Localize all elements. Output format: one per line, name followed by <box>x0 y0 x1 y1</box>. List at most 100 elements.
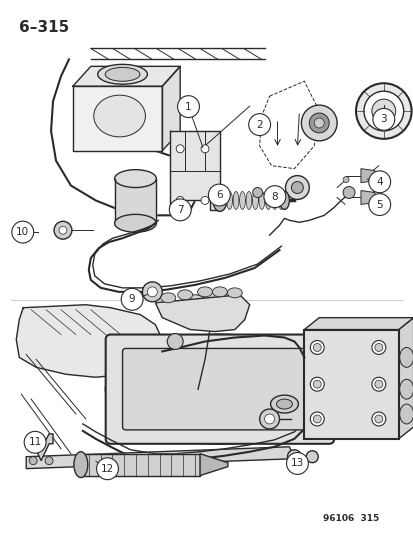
Ellipse shape <box>399 379 413 399</box>
Polygon shape <box>170 131 219 211</box>
Circle shape <box>372 108 394 130</box>
Circle shape <box>374 415 382 423</box>
Circle shape <box>176 197 184 205</box>
Ellipse shape <box>197 287 212 297</box>
Polygon shape <box>29 434 53 461</box>
Circle shape <box>264 414 274 424</box>
Circle shape <box>167 334 183 350</box>
Circle shape <box>142 282 162 302</box>
Circle shape <box>306 451 318 463</box>
Circle shape <box>201 197 209 205</box>
Polygon shape <box>162 66 180 151</box>
Circle shape <box>59 227 67 234</box>
Polygon shape <box>73 66 180 86</box>
Circle shape <box>121 288 143 310</box>
Ellipse shape <box>105 335 333 444</box>
Circle shape <box>313 118 323 128</box>
Ellipse shape <box>184 295 206 311</box>
Polygon shape <box>114 179 156 223</box>
Text: 11: 11 <box>28 437 42 447</box>
Ellipse shape <box>233 191 238 209</box>
Circle shape <box>176 145 184 153</box>
Text: 8: 8 <box>271 192 278 201</box>
Ellipse shape <box>226 191 232 209</box>
Circle shape <box>252 188 262 197</box>
Circle shape <box>201 145 209 153</box>
Ellipse shape <box>74 452 88 478</box>
Ellipse shape <box>399 348 413 367</box>
Ellipse shape <box>259 191 264 209</box>
Polygon shape <box>155 295 249 332</box>
Circle shape <box>291 182 303 193</box>
Circle shape <box>147 287 157 297</box>
Ellipse shape <box>270 395 298 413</box>
Ellipse shape <box>105 67 140 81</box>
Polygon shape <box>81 454 199 475</box>
Text: 12: 12 <box>101 464 114 474</box>
Circle shape <box>285 175 309 199</box>
Circle shape <box>368 193 390 215</box>
Circle shape <box>208 184 230 206</box>
Polygon shape <box>199 454 227 475</box>
Ellipse shape <box>245 191 251 209</box>
Circle shape <box>24 431 46 453</box>
Ellipse shape <box>97 64 147 84</box>
Ellipse shape <box>114 169 156 188</box>
Polygon shape <box>360 168 376 183</box>
Circle shape <box>355 83 411 139</box>
Text: 96106  315: 96106 315 <box>322 514 378 523</box>
Ellipse shape <box>399 404 413 424</box>
Polygon shape <box>73 86 162 151</box>
Ellipse shape <box>265 191 271 209</box>
Text: 4: 4 <box>375 177 382 187</box>
Circle shape <box>309 113 328 133</box>
Circle shape <box>342 187 354 198</box>
Text: 7: 7 <box>176 205 183 215</box>
Circle shape <box>371 99 395 123</box>
Circle shape <box>45 457 53 465</box>
Circle shape <box>169 199 191 221</box>
Circle shape <box>54 221 72 239</box>
Polygon shape <box>26 447 294 469</box>
Text: 6–315: 6–315 <box>19 20 69 35</box>
Text: 10: 10 <box>16 227 29 237</box>
Ellipse shape <box>204 292 225 308</box>
Ellipse shape <box>220 191 225 209</box>
Circle shape <box>374 380 382 388</box>
Circle shape <box>287 450 301 464</box>
Circle shape <box>177 96 199 118</box>
Circle shape <box>12 221 33 243</box>
Circle shape <box>29 457 37 465</box>
Ellipse shape <box>252 191 258 209</box>
Circle shape <box>342 176 348 183</box>
Text: 9: 9 <box>128 294 135 304</box>
Ellipse shape <box>276 399 292 409</box>
Polygon shape <box>360 190 376 205</box>
Circle shape <box>248 114 270 135</box>
Ellipse shape <box>279 191 289 209</box>
Circle shape <box>371 341 385 354</box>
Text: 3: 3 <box>380 114 386 124</box>
Ellipse shape <box>93 95 145 137</box>
Ellipse shape <box>271 191 277 209</box>
Circle shape <box>371 412 385 426</box>
Circle shape <box>310 377 323 391</box>
Ellipse shape <box>212 190 226 212</box>
FancyBboxPatch shape <box>122 349 316 430</box>
Circle shape <box>371 377 385 391</box>
Ellipse shape <box>278 191 283 209</box>
Ellipse shape <box>177 290 192 300</box>
Circle shape <box>313 343 320 351</box>
Ellipse shape <box>212 287 227 297</box>
Circle shape <box>374 343 382 351</box>
Ellipse shape <box>114 214 156 232</box>
Text: 6: 6 <box>216 190 222 200</box>
FancyBboxPatch shape <box>304 329 398 439</box>
Circle shape <box>286 453 308 474</box>
Polygon shape <box>398 318 413 439</box>
Polygon shape <box>304 318 413 329</box>
Polygon shape <box>16 305 162 377</box>
Circle shape <box>96 458 118 480</box>
Circle shape <box>263 185 285 207</box>
Circle shape <box>310 412 323 426</box>
